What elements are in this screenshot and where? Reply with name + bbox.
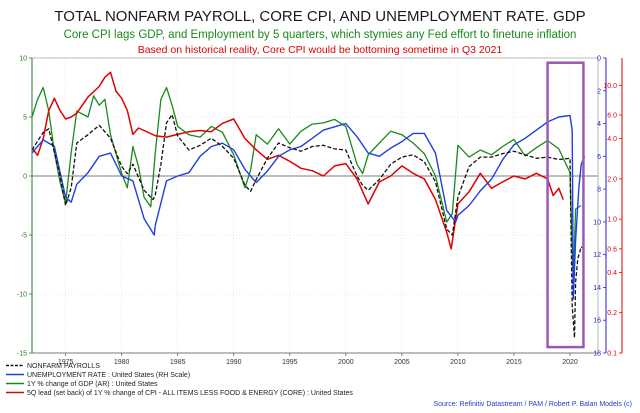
right-axis-cpi-tick-label: 1.0 bbox=[607, 217, 617, 224]
plot-area bbox=[31, 57, 599, 354]
left-axis-tick-label: -5 bbox=[21, 233, 27, 240]
right-axis-unemployment-tick-label: 16 bbox=[593, 318, 601, 325]
right-axis-cpi-tick-label: 0.6 bbox=[607, 246, 617, 253]
x-axis-tick-label: 2020 bbox=[562, 359, 578, 366]
chart-subtitle: Core CPI lags GDP, and Employment by 5 q… bbox=[64, 29, 577, 41]
right-axis-unemployment-tick-label: 18 bbox=[593, 351, 601, 358]
right-axis-cpi-tick-label: 0.1 bbox=[607, 351, 617, 358]
chart-title: TOTAL NONFARM PAYROLL, CORE CPI, AND UNE… bbox=[54, 8, 585, 25]
left-axis-tick-label: 0 bbox=[23, 174, 27, 181]
right-axis-cpi-tick-label: 2.0 bbox=[607, 176, 617, 183]
plot-frame bbox=[31, 57, 599, 354]
left-axis-tick-label: 5 bbox=[23, 115, 27, 122]
chart-source: Source: Refinitiv Datastream / PAM / Rob… bbox=[433, 401, 632, 408]
axes: 10 5 0 -5 -10 -15 0 2 4 6 8 10 12 14 16 18 10.0 6.0 4.0 2.0… bbox=[17, 56, 623, 366]
right-axis-unemployment-tick-label: 0 bbox=[597, 56, 601, 63]
legend-label-0: NONFARM PAYROLLS bbox=[27, 363, 100, 370]
left-axis-tick-label: -15 bbox=[17, 351, 27, 358]
series-line-1 bbox=[31, 114, 586, 300]
chart-annotation: Based on historical reality, Core CPI wo… bbox=[138, 44, 503, 56]
x-axis-tick-label: 2015 bbox=[506, 359, 522, 366]
x-axis-tick-label: 1990 bbox=[226, 359, 242, 366]
x-axis-tick-label: 1980 bbox=[114, 359, 130, 366]
right-axis-unemployment-tick-label: 2 bbox=[597, 88, 601, 95]
legend-label-3: 5Q lead (set back) of 1Y % change of CPI… bbox=[27, 390, 353, 397]
right-axis-unemployment-tick-label: 10 bbox=[593, 219, 601, 226]
x-axis-tick-label: 1985 bbox=[170, 359, 186, 366]
left-axis-tick-label: -10 bbox=[17, 292, 27, 299]
right-axis-cpi-tick-label: 0.4 bbox=[607, 270, 617, 277]
right-axis-cpi-tick-label: 4.0 bbox=[607, 136, 617, 143]
legend: NONFARM PAYROLLS UNEMPLOYMENT RATE : Unit… bbox=[6, 363, 353, 397]
right-axis-cpi-tick-label: 0.2 bbox=[607, 310, 617, 317]
left-axis-tick-label: 10 bbox=[19, 56, 27, 63]
highlight-box bbox=[546, 61, 585, 349]
series-line-2 bbox=[31, 86, 582, 283]
right-axis-unemployment-tick-label: 14 bbox=[593, 285, 601, 292]
x-axis-tick-label: 2000 bbox=[338, 359, 354, 366]
x-axis-tick-label: 2005 bbox=[394, 359, 410, 366]
legend-label-1: UNEMPLOYMENT RATE : United States (RH Sc… bbox=[27, 372, 190, 379]
x-axis-tick-label: 2010 bbox=[450, 359, 466, 366]
right-axis-cpi-tick-label: 6.0 bbox=[607, 113, 617, 120]
legend-label-2: 1Y % change of GDP (AR) : United States bbox=[27, 381, 158, 388]
right-axis-unemployment-tick-label: 12 bbox=[593, 252, 601, 259]
right-axis-unemployment-tick-label: 6 bbox=[597, 154, 601, 161]
x-axis-tick-label: 1975 bbox=[58, 359, 74, 366]
series-line-0 bbox=[31, 113, 585, 339]
right-axis-unemployment-tick-label: 8 bbox=[597, 187, 601, 194]
right-axis-unemployment-tick-label: 4 bbox=[597, 121, 601, 128]
right-axis-cpi-tick-label: 10.0 bbox=[603, 83, 617, 90]
x-axis-tick-label: 1995 bbox=[282, 359, 298, 366]
